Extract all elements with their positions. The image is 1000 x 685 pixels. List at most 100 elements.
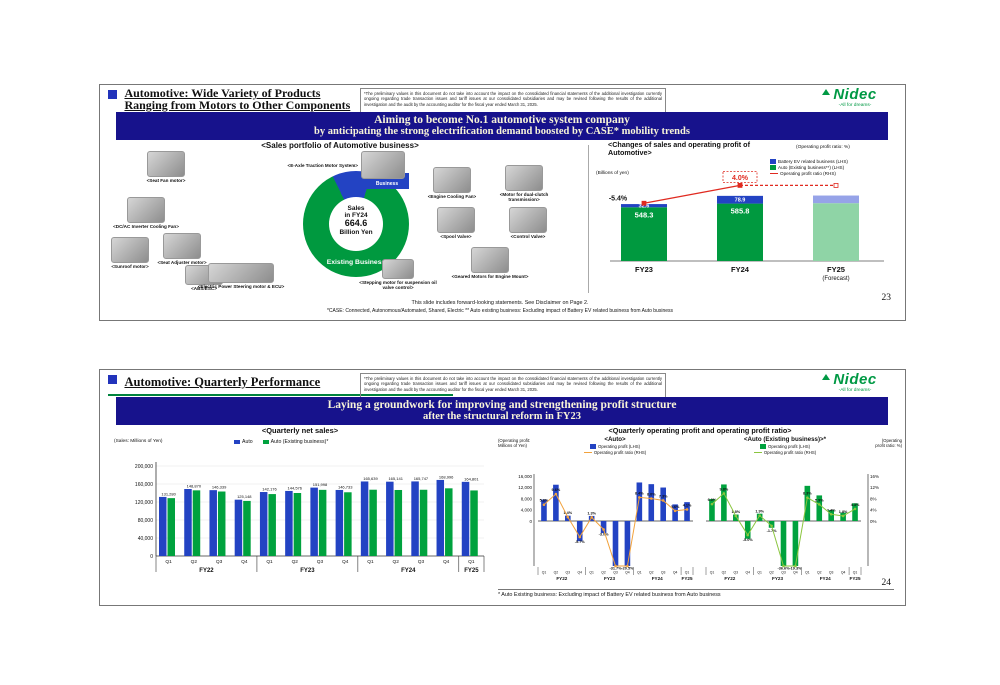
chart-bar <box>737 182 743 188</box>
legend-item: Operating profit (LHS) <box>540 444 690 449</box>
chart-label: Q4 <box>443 559 450 565</box>
product-label: <Seat Adjuster motor> <box>157 260 207 265</box>
nidec-logo-mark-icon <box>822 374 830 380</box>
product-photo <box>505 165 543 191</box>
chart-bar <box>600 521 607 534</box>
chart-marker <box>638 496 641 499</box>
chart-label: 1.3% <box>587 511 596 515</box>
chart-bar <box>768 521 775 528</box>
chart-bar <box>641 200 647 206</box>
profit-axis-line-1: (Operating profit: <box>498 438 531 443</box>
chart-label: 1.8% <box>839 510 848 514</box>
chart-label: -5.7% <box>575 540 586 544</box>
chart-label: 165,639 <box>363 476 378 481</box>
chart-bar <box>852 503 858 521</box>
chart-bar <box>636 482 643 521</box>
chart-marker <box>806 496 809 499</box>
chart-label: 40,000 <box>138 536 154 542</box>
chart-legend: Operating profit (LHS) Operating profit … <box>540 444 690 455</box>
banner-line-1: Aiming to become No.1 automotive system … <box>374 114 630 126</box>
chart-label: 4.3% <box>851 503 860 507</box>
chart-bar <box>285 490 293 556</box>
chart-label: 5.9% <box>815 498 824 502</box>
chart-label: Q1 <box>266 559 273 565</box>
chart-bar <box>756 513 763 521</box>
chart-marker <box>649 497 653 500</box>
product-photo <box>163 233 201 259</box>
chart-label: 548.3 <box>635 210 654 219</box>
chart-label: Q3 <box>216 559 223 565</box>
chart-label: FY25 <box>850 576 861 581</box>
chart-label: Q2 <box>601 571 606 575</box>
page-number: 23 <box>881 293 892 303</box>
nidec-logo-tagline: -All for dreams- <box>838 388 872 393</box>
chart-label: 131,280 <box>161 491 176 496</box>
slide-23: Automotive: Wide Variety of Products Rang… <box>99 84 906 321</box>
chart-bar <box>470 490 478 556</box>
chart-label: -36.6% <box>777 567 790 571</box>
legend-swatch-ratio-line <box>753 451 762 453</box>
legend-item: Auto <box>234 439 253 445</box>
chart-series-line <box>643 184 741 204</box>
chart-label: 12% <box>870 485 879 490</box>
product-photo <box>433 167 471 193</box>
chart-marker <box>685 508 689 511</box>
chart-bar <box>344 492 352 556</box>
title-bullet-square <box>108 90 117 99</box>
chart-bar <box>318 489 327 556</box>
chart-label: Q3 <box>613 571 618 575</box>
product-label: <Stepping motor for suspension oil valve… <box>359 280 437 291</box>
chart-bar <box>436 479 445 556</box>
chart-marker <box>578 535 582 539</box>
legend-label: Operating profit ratio (RHS) <box>593 449 647 455</box>
legend-item: Operating profit (LHS) <box>710 444 860 449</box>
chart-bar <box>722 171 758 183</box>
chart-bar <box>209 490 217 556</box>
chart-bar <box>360 481 369 556</box>
chart-marker <box>661 499 665 502</box>
left-axis-label: (Billions of yen) <box>596 171 629 176</box>
donut-center-text: Sales <box>347 205 365 212</box>
chart-label: 164,801 <box>464 476 479 481</box>
chart-label: Q4 <box>673 571 678 575</box>
legend-item: Operating profit ratio (RHS) <box>710 450 860 455</box>
forward-looking-note: This slide includes forward-looking stat… <box>411 300 589 306</box>
chart-bar <box>792 521 799 566</box>
quarterly-operating-profit-charts: 0 4,000 8,000 12,000 16,000 0% 4% 8% 12% 16% 5.8% 9… <box>518 474 879 581</box>
product-dual-clutch-motor: <Motor for dual-clutch transmission> <box>488 165 560 203</box>
nidec-logo-text: Nidec <box>833 86 877 103</box>
banner-line-1: Laying a groundwork for improving and st… <box>327 399 677 411</box>
title-line-1: Automotive: Wide Variety of Products <box>124 86 321 100</box>
footnote-case-definition: *CASE: Connected, Autonomous/Automated, … <box>326 308 674 314</box>
chart-label: Q1 <box>757 571 762 575</box>
chart-label: Q2 <box>392 559 399 565</box>
chart-marker <box>829 512 833 516</box>
chart-label: Q2 <box>292 559 299 565</box>
chart-label: 9.8% <box>720 487 729 491</box>
donut-center-text: in FY24 <box>344 212 368 220</box>
chart-bar <box>411 481 419 556</box>
product-photo <box>111 237 149 263</box>
chart-label: 32.6 <box>639 204 650 210</box>
chart-label: Q4 <box>841 571 846 575</box>
product-label: <Seat Fan motor> <box>146 178 186 183</box>
product-photo <box>147 151 185 177</box>
chart-label: Q4 <box>342 559 349 565</box>
chart-label: Q3 <box>829 571 834 575</box>
nidec-logo-tagline: -All for dreams- <box>838 103 872 108</box>
legend-swatch-existing <box>262 439 269 445</box>
chart-bar <box>612 521 619 566</box>
legend-label: Operating profit ratio (RHS) <box>780 171 836 176</box>
chart-label: FY22 <box>556 576 567 581</box>
sales-axis-label: (Sales: Millions of Yen) <box>114 439 163 444</box>
chart-bar <box>624 521 631 566</box>
chart-bar <box>733 514 739 521</box>
chart-label: Q4 <box>745 571 750 575</box>
chart-label: 6.0% <box>708 498 717 502</box>
legend-swatch-ratio-line <box>583 451 592 453</box>
chart-bar <box>259 492 268 556</box>
chart-bar <box>369 489 377 556</box>
chart-label: -5.4% <box>609 195 628 202</box>
sales-profit-chart-section: <Changes of sales and operating profit o… <box>592 140 902 301</box>
chart-label: 0 <box>150 554 153 560</box>
